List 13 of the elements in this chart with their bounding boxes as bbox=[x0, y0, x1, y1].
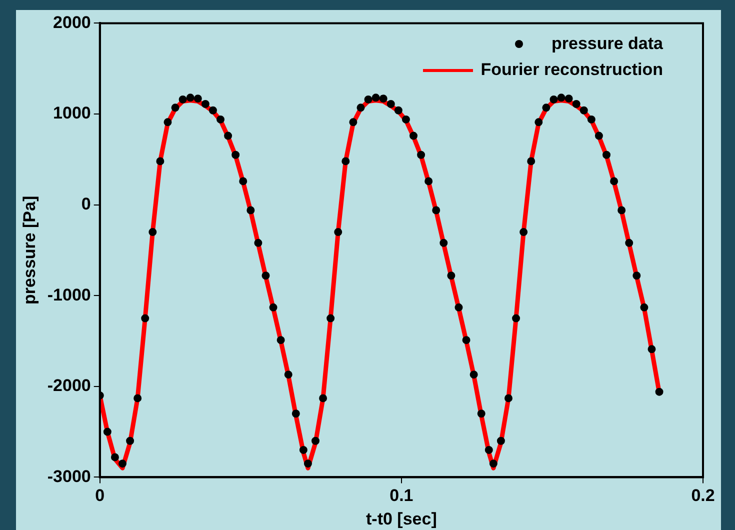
y-axis-title: pressure [Pa] bbox=[20, 196, 39, 305]
legend-label: Fourier reconstruction bbox=[480, 60, 663, 80]
x-axis-title: t-t0 [sec] bbox=[366, 509, 437, 528]
x-tick-label: 0 bbox=[95, 486, 105, 506]
legend-label: pressure data bbox=[552, 34, 663, 54]
x-tick-label: 0.1 bbox=[390, 486, 414, 506]
y-tick-label: 2000 bbox=[53, 12, 91, 32]
y-tick-label: -1000 bbox=[47, 285, 91, 304]
y-tick-label: 0 bbox=[81, 194, 91, 214]
y-tick-label: 1000 bbox=[53, 104, 91, 123]
x-tick-label: 0.2 bbox=[691, 486, 715, 506]
y-tick-label: -2000 bbox=[47, 376, 91, 396]
y-tick-label: -3000 bbox=[47, 466, 91, 486]
